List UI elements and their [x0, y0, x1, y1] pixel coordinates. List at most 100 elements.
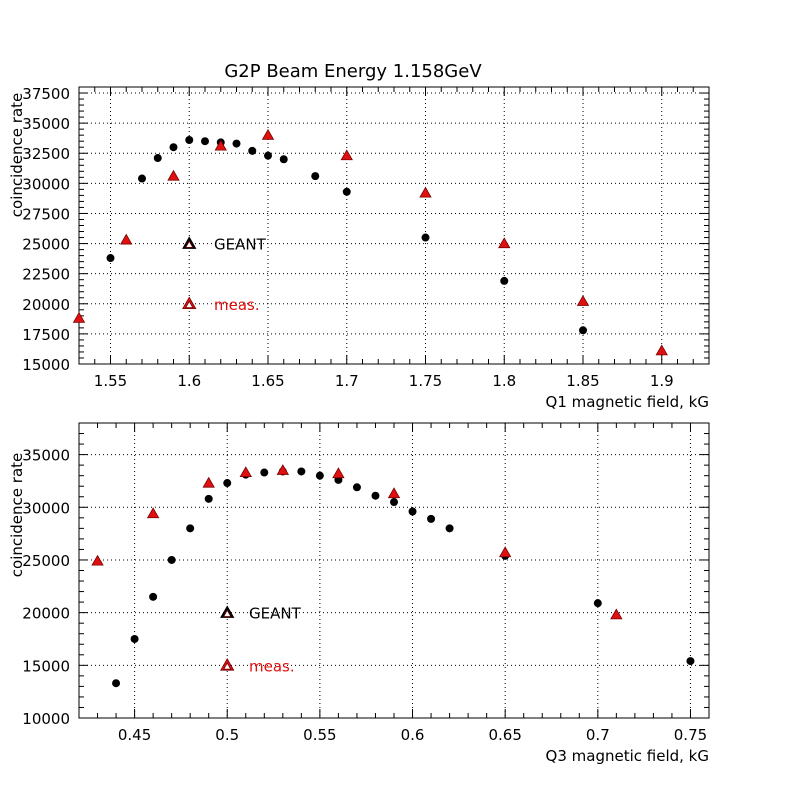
x-tick-label: 0.55	[303, 726, 336, 744]
data-point-geant	[390, 498, 398, 507]
data-point-geant	[421, 233, 430, 242]
data-point-geant	[686, 657, 695, 666]
y-axis-label: coincidence rate	[8, 453, 26, 577]
data-point-geant	[371, 491, 380, 500]
data-point-geant	[315, 471, 324, 480]
legend-label: meas.	[249, 657, 295, 675]
data-point-meas	[610, 608, 623, 620]
data-point-geant	[201, 137, 209, 146]
x-tick-label: 1.55	[94, 372, 127, 390]
data-point-geant	[223, 479, 232, 488]
data-point-geant	[153, 154, 162, 163]
data-point-meas	[276, 464, 290, 475]
x-tick-label: 1.9	[650, 372, 674, 390]
q1-scan-panel: 1.55 1.6 1.65 1.7 1.75 1.8 1.85 1.9 15000 17500 20…	[8, 85, 710, 411]
y-tick-label: 20000	[22, 296, 70, 314]
y-axis-label: coincidence rate	[8, 93, 26, 217]
plot-frame	[78, 422, 710, 719]
y-tick-label: 22500	[22, 266, 70, 284]
legend-marker-inner	[185, 300, 194, 309]
y-tick-label: 30000	[22, 175, 70, 193]
y-tick-label: 25000	[22, 552, 70, 570]
chart-title: G2P Beam Energy 1.158GeV	[224, 61, 482, 82]
y-tick-label: 15000	[22, 657, 70, 675]
data-point-geant	[130, 634, 139, 643]
data-point-geant	[311, 172, 320, 181]
x-tick-label: 1.65	[251, 372, 284, 390]
data-point-meas	[261, 128, 275, 140]
data-point-geant	[500, 276, 509, 285]
y-tick-label: 37500	[22, 85, 70, 103]
x-tick-label: 1.85	[566, 372, 599, 390]
x-tick-label: 1.6	[177, 372, 201, 390]
data-point-meas	[340, 149, 353, 161]
data-point-geant	[297, 467, 306, 476]
legend-marker-inner	[223, 662, 232, 670]
data-point-meas	[214, 139, 227, 151]
x-tick-label: 0.6	[401, 726, 425, 744]
y-tick-label: 30000	[22, 499, 70, 517]
data-point-geant	[185, 135, 194, 144]
x-tick-label: 0.7	[586, 726, 610, 744]
x-axis-label: Q1 magnetic field, kG	[546, 393, 709, 411]
data-point-geant	[342, 187, 351, 196]
data-point-geant	[169, 143, 178, 152]
data-point-geant	[264, 151, 272, 160]
data-point-geant	[204, 494, 213, 503]
data-point-meas	[332, 467, 345, 479]
y-tick-label: 10000	[22, 710, 70, 728]
data-point-meas	[387, 487, 401, 499]
legend-marker-inner	[223, 609, 232, 617]
data-point-geant	[427, 514, 436, 523]
legend-label: meas.	[214, 296, 260, 314]
data-point-meas	[419, 186, 432, 198]
y-tick-label: 17500	[22, 326, 70, 344]
data-point-geant	[138, 174, 146, 183]
data-point-geant	[260, 468, 269, 477]
data-point-meas	[72, 311, 86, 323]
y-tick-label: 27500	[22, 205, 70, 223]
data-point-geant	[149, 592, 158, 601]
y-tick-label: 35000	[22, 115, 70, 133]
x-tick-label: 0.5	[215, 726, 239, 744]
x-tick-label: 0.65	[488, 726, 521, 744]
data-point-geant	[248, 146, 257, 155]
data-point-meas	[202, 476, 215, 488]
x-tick-label: 1.8	[492, 372, 516, 390]
legend-marker-inner	[185, 240, 194, 248]
y-tick-label: 25000	[22, 236, 70, 254]
data-point-meas	[498, 237, 511, 249]
data-point-geant	[279, 155, 288, 164]
x-tick-label: 0.75	[674, 726, 707, 744]
data-point-meas	[91, 554, 104, 566]
data-point-geant	[186, 524, 195, 533]
y-tick-label: 35000	[22, 447, 70, 465]
y-tick-label: 32500	[22, 145, 70, 163]
data-point-meas	[498, 546, 512, 558]
data-point-geant	[408, 507, 417, 516]
data-point-geant	[232, 139, 241, 148]
y-tick-label: 20000	[22, 605, 70, 623]
data-point-meas	[167, 169, 180, 181]
data-point-geant	[112, 679, 121, 688]
data-point-geant	[167, 555, 176, 564]
x-tick-label: 0.45	[118, 726, 151, 744]
plot-frame	[78, 86, 710, 365]
legend-label: GEANT	[249, 605, 302, 623]
data-point-geant	[445, 524, 454, 533]
data-point-meas	[239, 466, 252, 478]
data-point-meas	[655, 344, 668, 356]
x-tick-label: 1.7	[335, 372, 359, 390]
data-point-meas	[120, 233, 133, 245]
q3-scan-panel: 0.45 0.5 0.55 0.6 0.65 0.7 0.75 10000 15000 20000…	[8, 422, 710, 765]
x-tick-label: 1.75	[409, 372, 442, 390]
y-tick-label: 15000	[22, 356, 70, 374]
data-point-geant	[593, 599, 602, 608]
legend-label: GEANT	[214, 236, 267, 254]
x-axis-label: Q3 magnetic field, kG	[546, 747, 709, 765]
data-point-geant	[579, 326, 587, 335]
data-point-meas	[576, 295, 590, 306]
data-point-meas	[146, 507, 160, 519]
data-point-geant	[352, 483, 361, 492]
